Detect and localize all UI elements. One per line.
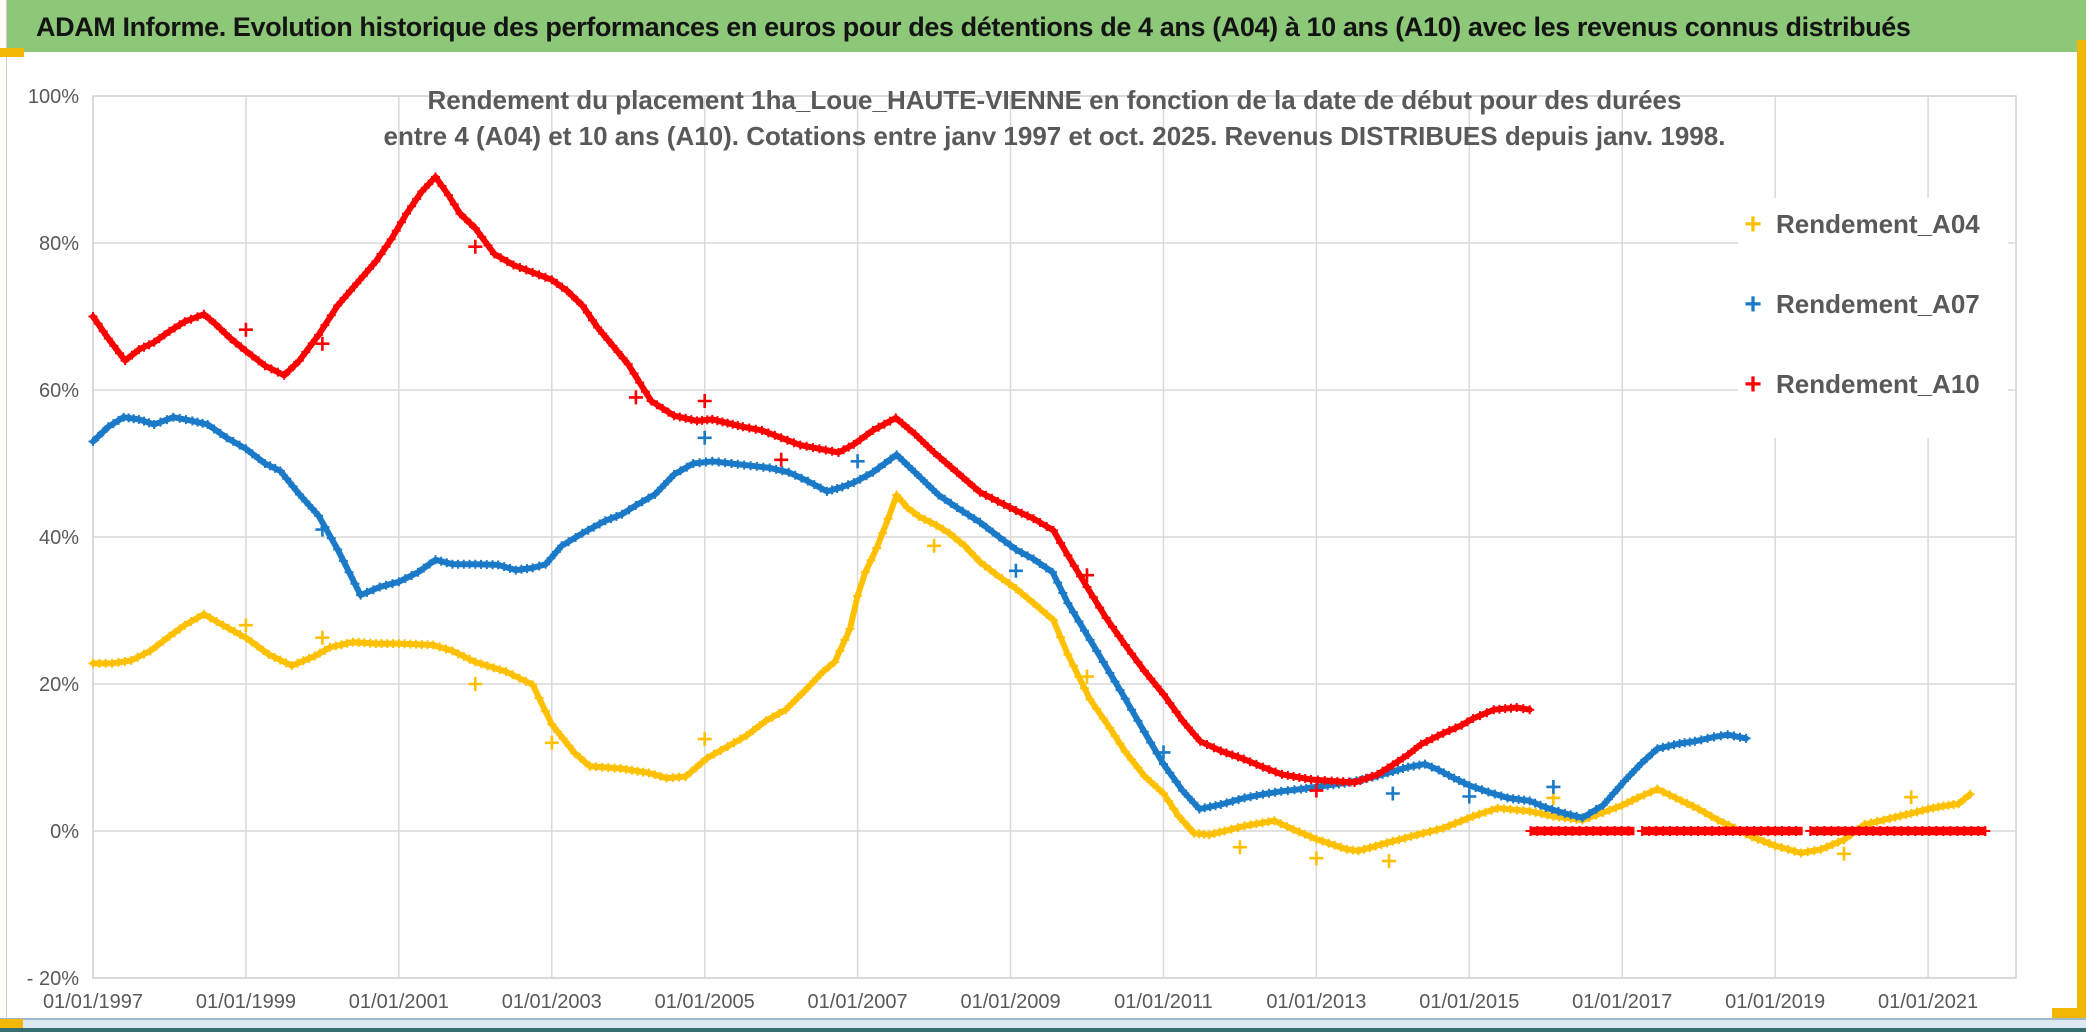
y-axis-tick-label: 20% (39, 674, 79, 696)
series-line-rendement_a04 (90, 492, 1974, 856)
window-bottom-edge (0, 1028, 2086, 1032)
series-outlier-markers-rendement_a10 (238, 239, 1324, 798)
legend-label: Rendement_A04 (1776, 209, 1980, 239)
legend-label: Rendement_A10 (1776, 369, 1980, 399)
x-axis-tick-label: 01/01/2011 (1114, 991, 1213, 1013)
y-axis-tick-label: 100% (28, 86, 79, 108)
plot-border (92, 95, 2017, 979)
legend-label: Rendement_A07 (1776, 289, 1980, 319)
x-axis-tick-label: 01/01/2007 (808, 991, 908, 1013)
x-axis-tick-label: 01/01/2009 (960, 991, 1060, 1013)
chart-title-line1: Rendement du placement 1ha_Loue_HAUTE-VI… (427, 85, 1682, 115)
series-markers-rendement_a04 (88, 490, 1975, 858)
series-outlier-markers-rendement_a04 (238, 538, 1919, 869)
plus-marker-icon: + (1744, 367, 1762, 401)
series-markers-rendement_a07 (88, 412, 1751, 823)
y-axis-tick-label: 0% (50, 821, 79, 843)
x-axis-tick-label: 01/01/2019 (1725, 991, 1825, 1013)
x-axis-tick-label: 01/01/2015 (1419, 991, 1519, 1013)
series-outlier-markers-rendement_a07 (315, 430, 1561, 804)
y-axis-tick-label: 60% (39, 380, 79, 402)
x-axis-tick-label: 01/01/2003 (502, 991, 602, 1013)
header-title: ADAM Informe. Evolution historique des p… (36, 12, 1911, 42)
accent-top-left (0, 48, 24, 57)
window-border-right (2077, 40, 2086, 1032)
plus-marker-icon: + (1744, 207, 1762, 241)
chart-legend: + Rendement_A04 + Rendement_A07 + Rendem… (1738, 198, 2008, 438)
legend-item-rendement-a04[interactable]: + Rendement_A04 (1738, 198, 2008, 251)
chart-title-line2: entre 4 (A04) et 10 ans (A10). Cotations… (383, 121, 1726, 151)
zero-baseline-markers (1637, 826, 1802, 836)
plus-marker-icon: + (1744, 287, 1762, 321)
x-axis-tick-label: 01/01/2013 (1266, 991, 1366, 1013)
x-axis-tick-label: 01/01/1997 (43, 991, 143, 1013)
bottom-scrollbar-left-accent (0, 1019, 23, 1029)
y-axis-tick-label: - 20% (27, 968, 79, 990)
zero-baseline-markers (1525, 826, 1634, 836)
zero-baseline-markers (1805, 826, 1991, 836)
x-axis-tick-label: 01/01/2017 (1572, 991, 1672, 1013)
header-bar: ADAM Informe. Evolution historique des p… (6, 0, 2086, 52)
x-axis-tick-label: 01/01/2001 (349, 991, 449, 1013)
window-border-left (0, 0, 7, 1020)
legend-item-rendement-a07[interactable]: + Rendement_A07 (1738, 278, 2008, 331)
x-axis-tick-label: 01/01/1999 (196, 991, 296, 1013)
legend-item-rendement-a10[interactable]: + Rendement_A10 (1738, 358, 2008, 411)
y-axis-tick-label: 80% (39, 233, 79, 255)
y-axis-tick-label: 40% (39, 527, 79, 549)
x-axis-tick-label: 01/01/2021 (1878, 991, 1978, 1013)
chart-title: Rendement du placement 1ha_Loue_HAUTE-VI… (93, 82, 2016, 154)
x-axis-tick-label: 01/01/2005 (655, 991, 755, 1013)
series-markers-rendement_a10 (88, 172, 1535, 787)
